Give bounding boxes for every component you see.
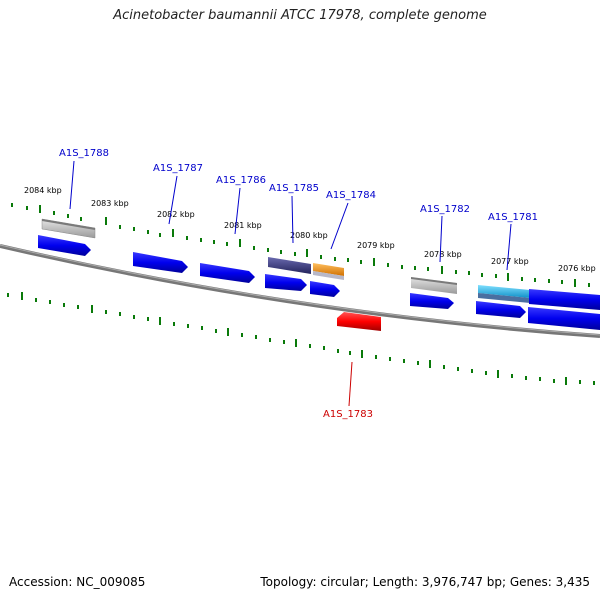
feature-gray-1788[interactable] — [41, 218, 96, 239]
feature-gray-1782[interactable] — [411, 277, 457, 294]
genome-title: Acinetobacter baumannii ATCC 17978, comp… — [113, 8, 487, 23]
gene-arrow-1780a[interactable] — [529, 289, 600, 310]
label-leaders — [69, 160, 512, 271]
label-leader-1783 — [348, 361, 353, 407]
scale-label-2079: 2079 kbp — [357, 241, 395, 250]
scale-label-2083: 2083 kbp — [91, 199, 129, 208]
scale-label-2080: 2080 kbp — [290, 231, 328, 240]
upper-gene-row — [38, 235, 600, 330]
gene-arrow-1783[interactable] — [337, 312, 381, 331]
gene-label-1784[interactable]: A1S_1784 — [326, 190, 376, 201]
gene-arrow-1780b[interactable] — [528, 307, 600, 330]
gene-arrow-1784[interactable] — [310, 281, 340, 297]
scale-label-2082: 2082 kbp — [157, 210, 195, 219]
gene-arrow-1781[interactable] — [476, 301, 526, 318]
gene-label-1782[interactable]: A1S_1782 — [420, 204, 470, 215]
gene-label-1785[interactable]: A1S_1785 — [269, 183, 319, 194]
feature-cyan-1781[interactable] — [478, 285, 530, 298]
scale-label-2077: 2077 kbp — [491, 257, 529, 266]
scale-label-2078: 2078 kbp — [424, 250, 462, 259]
genome-stats-text: Topology: circular; Length: 3,976,747 bp… — [260, 575, 590, 589]
lower-scale-ticks — [7, 292, 595, 385]
gene-label-1787[interactable]: A1S_1787 — [153, 163, 203, 174]
feature-orange-1784[interactable] — [313, 263, 344, 276]
scale-label-2084: 2084 kbp — [24, 186, 62, 195]
gene-label-1781[interactable]: A1S_1781 — [488, 212, 538, 223]
feature-purple-1785[interactable] — [268, 257, 311, 274]
gene-arrow-1785[interactable] — [265, 274, 307, 291]
accession-text: Accession: NC_009085 — [9, 575, 146, 589]
upper-feature-row — [41, 218, 530, 303]
upper-scale-ticks — [11, 203, 590, 287]
gene-arrow-1786[interactable] — [200, 263, 255, 283]
gene-label-1788[interactable]: A1S_1788 — [59, 148, 109, 159]
genome-backbone — [0, 244, 600, 338]
gene-arrow-1782[interactable] — [410, 293, 454, 309]
gene-label-1783[interactable]: A1S_1783 — [323, 409, 373, 420]
scale-label-2076: 2076 kbp — [558, 264, 596, 273]
gene-arrow-1788[interactable] — [38, 235, 91, 256]
scale-label-2081: 2081 kbp — [224, 221, 262, 230]
gene-label-1786[interactable]: A1S_1786 — [216, 175, 266, 186]
gene-arrow-1787[interactable] — [133, 252, 188, 273]
